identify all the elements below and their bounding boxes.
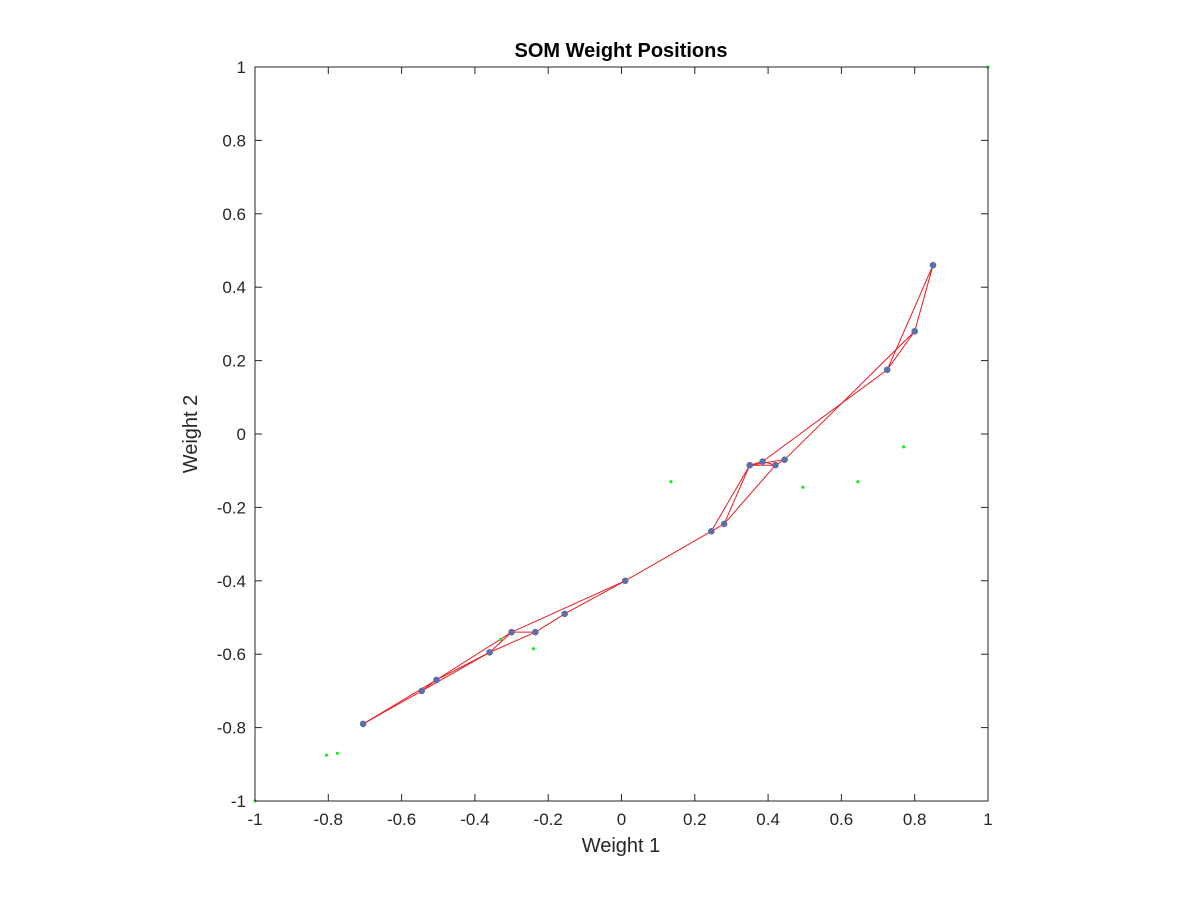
neuron-link: [886, 330, 916, 371]
x-axis-ticks: -1 -0.8 -0.6 -0.4 -0.2 0 0.2 0.4 0.6 0.8 1: [247, 67, 993, 829]
neuron-link: [489, 631, 536, 653]
neuron-link: [511, 580, 626, 633]
neuron-point: [929, 261, 937, 269]
input-point: [324, 753, 329, 757]
neuron-point: [561, 610, 568, 618]
neuron-link: [421, 651, 490, 692]
neuron-link: [749, 459, 785, 466]
input-point: [669, 480, 673, 484]
plot-area: [253, 65, 990, 803]
y-axis-ticks: -1 -0.8 -0.6 -0.4 -0.2 0 0.2 0.4 0.6 0.8 1: [217, 58, 988, 811]
x-tick-label: -0.6: [387, 810, 416, 829]
neuron-link: [784, 330, 916, 461]
y-tick-label: 0: [237, 425, 246, 444]
neuron-link: [723, 464, 751, 525]
chart-title: SOM Weight Positions: [515, 40, 728, 62]
neuron-link: [535, 613, 565, 633]
neuron-link: [489, 631, 512, 653]
neuron-point: [772, 461, 779, 469]
neuron-link: [436, 651, 490, 681]
neuron-point: [359, 720, 367, 728]
neuron-point: [746, 461, 754, 469]
neuron-point: [486, 649, 493, 656]
y-axis-label: Weight 2: [180, 395, 202, 474]
x-tick-label: -0.2: [534, 810, 563, 829]
neuron-link: [564, 580, 626, 615]
neuron-link: [362, 679, 437, 725]
y-tick-label: -0.4: [217, 572, 246, 591]
neuron-point: [759, 458, 766, 465]
x-axis-label: Weight 1: [582, 835, 661, 857]
y-tick-label: 0.2: [222, 352, 246, 371]
input-point: [902, 445, 906, 449]
neuron-link: [723, 464, 776, 525]
neuron-link: [762, 369, 888, 462]
neuron-point: [418, 687, 426, 695]
neuron-point: [883, 366, 891, 374]
y-tick-label: -0.8: [217, 719, 246, 738]
axes-frame: [254, 66, 989, 802]
x-tick-label: 0.6: [830, 810, 854, 829]
x-tick-label: 0: [617, 810, 626, 829]
x-tick-label: 0.8: [903, 810, 927, 829]
neuron-point: [707, 527, 715, 535]
y-tick-label: 0.4: [222, 278, 246, 297]
neuron-point: [911, 327, 918, 335]
neuron-points: [359, 261, 937, 728]
neuron-point: [508, 628, 515, 636]
neuron-point: [532, 628, 539, 636]
input-point: [335, 751, 340, 755]
neuron-point: [720, 520, 728, 528]
x-tick-label: -0.8: [314, 810, 343, 829]
y-tick-label: -0.6: [217, 645, 246, 664]
neuron-link: [710, 464, 751, 532]
y-tick-label: -0.2: [217, 498, 246, 517]
y-tick-label: 1: [237, 58, 246, 77]
neuron-link: [914, 265, 934, 332]
input-point: [531, 647, 536, 651]
neuron-point: [781, 456, 788, 463]
y-tick-label: -1: [231, 792, 246, 811]
y-tick-label: 0.6: [222, 205, 246, 224]
input-point: [801, 485, 805, 489]
neuron-link: [886, 264, 934, 370]
input-point: [498, 637, 503, 642]
x-tick-label: 0.2: [683, 810, 707, 829]
x-tick-label: 1: [983, 810, 992, 829]
neuron-point: [621, 577, 629, 585]
x-tick-label: -0.4: [460, 810, 489, 829]
neuron-link: [624, 530, 712, 582]
neuron-point: [433, 676, 440, 684]
y-tick-label: 0.8: [222, 131, 246, 150]
input-point: [856, 480, 860, 484]
x-tick-label: -1: [247, 810, 262, 829]
neuron-link: [436, 631, 512, 681]
x-tick-label: 0.4: [756, 810, 780, 829]
